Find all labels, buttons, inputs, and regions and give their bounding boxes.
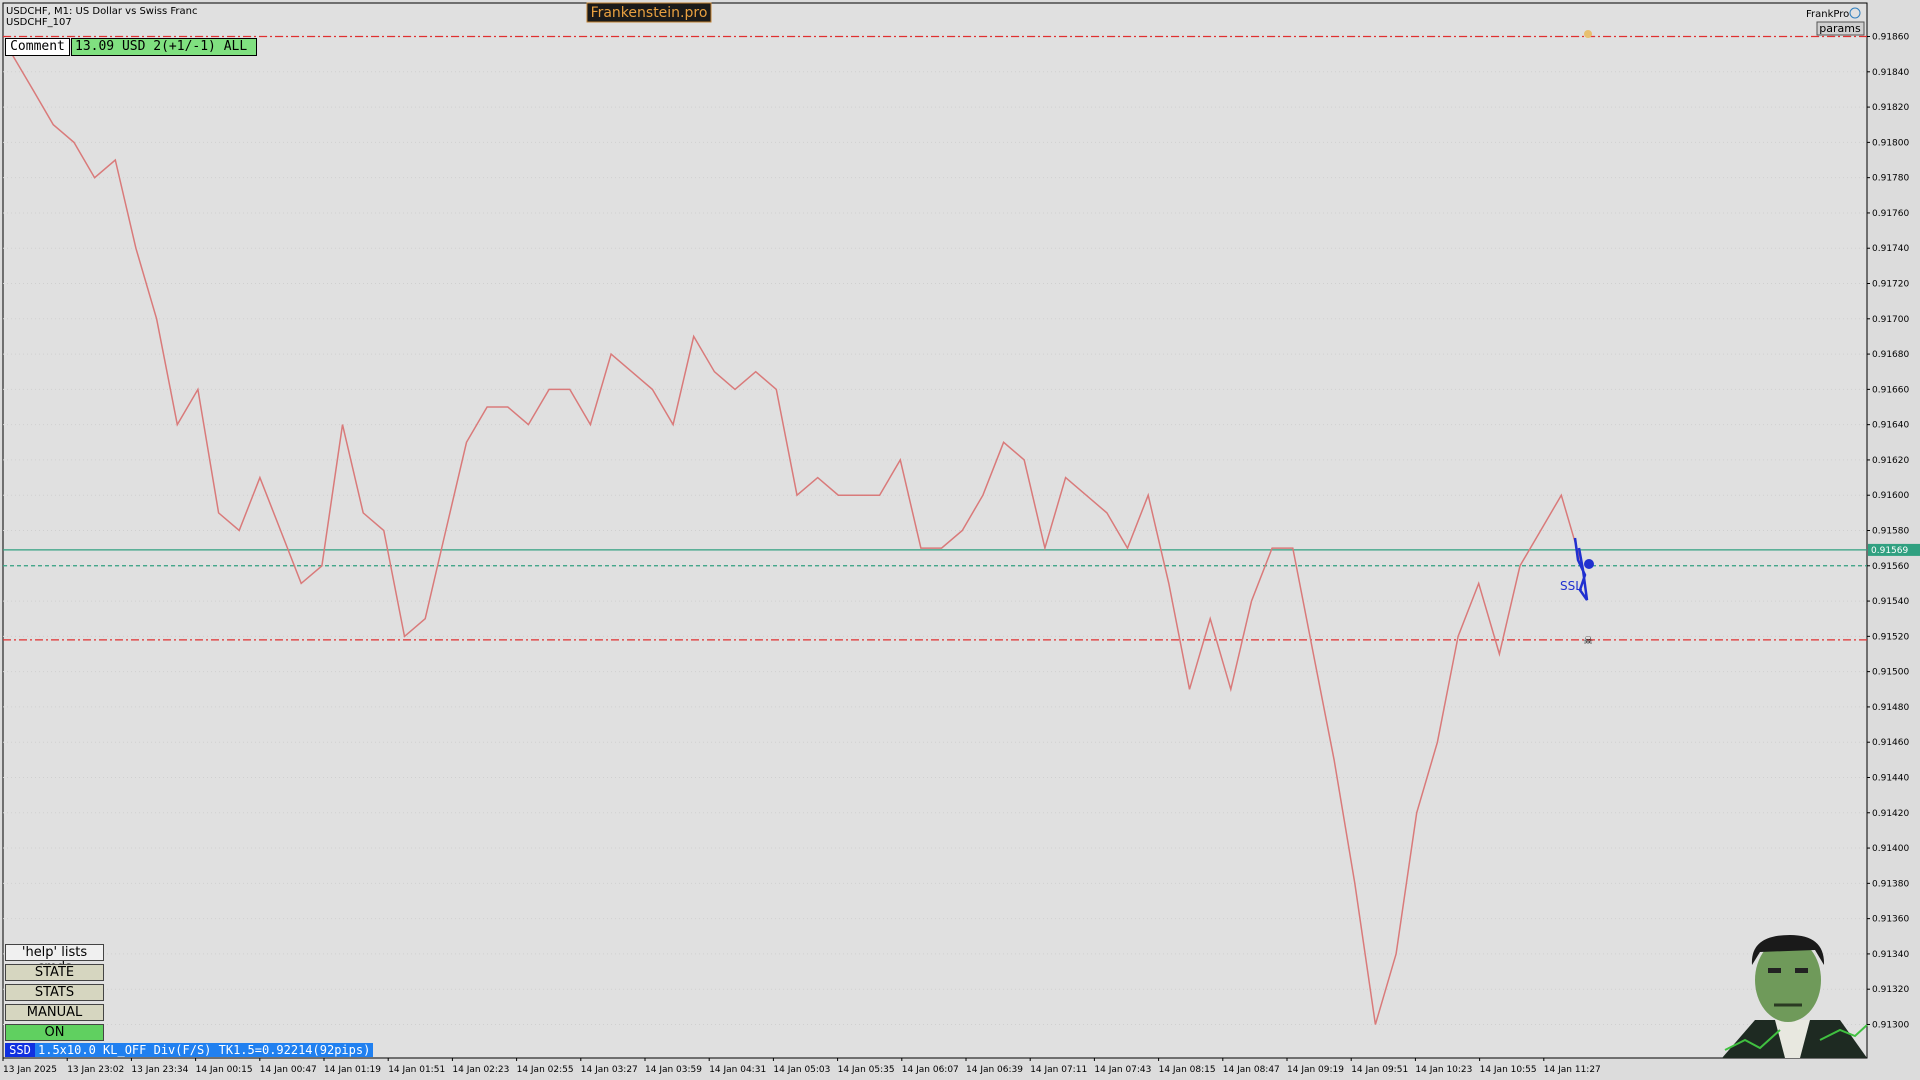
y-tick-label: 0.91660 [1872,385,1909,395]
level-dot [1584,30,1592,38]
symbol-title: USDCHF, M1: US Dollar vs Swiss Franc [6,6,197,17]
x-tick-label: 14 Jan 08:15 [1159,1065,1216,1075]
expert-icon [1849,7,1861,19]
y-tick-label: 0.91600 [1872,491,1909,501]
x-tick-label: 13 Jan 23:02 [67,1065,124,1075]
x-tick-label: 14 Jan 10:23 [1415,1065,1472,1075]
y-tick-label: 0.91340 [1872,950,1909,960]
y-tick-label: 0.91620 [1872,456,1909,466]
x-tick-label: 14 Jan 05:35 [838,1065,895,1075]
x-tick-label: 14 Jan 02:55 [517,1065,574,1075]
x-tick-label: 14 Jan 02:23 [452,1065,509,1075]
expert-name: FrankPro [1806,9,1849,20]
x-tick-label: 14 Jan 01:51 [388,1065,445,1075]
x-tick-label: 14 Jan 00:15 [196,1065,253,1075]
y-tick-label: 0.91460 [1872,738,1909,748]
y-tick-label: 0.91400 [1872,844,1909,854]
comment-text: 13.09 USD 2(+1/-1) ALL [71,38,257,56]
state-button[interactable]: STATE [5,964,104,981]
stats-button[interactable]: STATS [5,984,104,1001]
y-tick-label: 0.91440 [1872,773,1909,783]
help-hint: 'help' lists cmds [5,944,104,975]
y-tick-label: 0.91420 [1872,809,1909,819]
x-tick-label: 14 Jan 03:59 [645,1065,702,1075]
y-tick-label: 0.91680 [1872,350,1909,360]
params-box[interactable] [1816,21,1865,36]
y-tick-label: 0.91580 [1872,527,1909,537]
x-tick-label: 14 Jan 07:43 [1094,1065,1151,1075]
x-tick-label: 14 Jan 06:07 [902,1065,959,1075]
x-tick-label: 14 Jan 05:03 [773,1065,830,1075]
y-tick-label: 0.91320 [1872,985,1909,995]
price-line [11,53,1583,1025]
status-tag: SSD [5,1043,35,1057]
y-tick-label: 0.91540 [1872,597,1909,607]
y-tick-label: 0.91720 [1872,280,1909,290]
x-tick-label: 14 Jan 06:39 [966,1065,1023,1075]
price-tag [1868,543,1920,556]
x-tick-label: 14 Jan 09:19 [1287,1065,1344,1075]
price-tag-label: 0.91569 [1871,546,1908,556]
signal-marker [1584,559,1594,569]
comment-label: Comment [5,38,70,56]
signal-label: SSL [1560,579,1582,593]
y-tick-label: 0.91760 [1872,209,1909,219]
x-tick-label: 14 Jan 08:47 [1223,1065,1280,1075]
x-tick-label: 14 Jan 04:31 [709,1065,766,1075]
on-button[interactable]: ON [5,1024,104,1041]
y-tick-label: 0.91700 [1872,315,1909,325]
brand: Frankenstein.pro [591,5,708,21]
y-tick-label: 0.91640 [1872,421,1909,431]
symbol-subtitle: USDCHF_107 [6,17,72,28]
x-tick-label: 13 Jan 23:34 [131,1065,188,1075]
y-tick-label: 0.91360 [1872,915,1909,925]
signal-arrow [1573,537,1589,601]
x-tick-label: 14 Jan 00:47 [260,1065,317,1075]
x-tick-label: 14 Jan 09:51 [1351,1065,1408,1075]
y-tick-label: 0.91840 [1872,68,1909,78]
x-tick-label: 13 Jan 2025 [3,1065,57,1075]
y-tick-label: 0.91780 [1872,174,1909,184]
y-tick-label: 0.91560 [1872,562,1909,572]
status-text: 1.5x10.0 KL_OFF Div(F/S) TK1.5=0.92214(9… [35,1043,374,1057]
y-tick-label: 0.91500 [1872,668,1909,678]
y-tick-label: 0.91300 [1872,1020,1909,1030]
y-tick-label: 0.91820 [1872,103,1909,113]
manual-button[interactable]: MANUAL [5,1004,104,1021]
y-tick-label: 0.91800 [1872,138,1909,148]
y-tick-label: 0.91480 [1872,703,1909,713]
y-tick-label: 0.91520 [1872,632,1909,642]
brand-box [586,2,712,23]
y-tick-label: 0.91380 [1872,879,1909,889]
x-tick-label: 14 Jan 10:55 [1480,1065,1537,1075]
avatar [1722,935,1868,1058]
x-tick-label: 14 Jan 07:11 [1030,1065,1087,1075]
y-tick-label: 0.91740 [1872,244,1909,254]
x-tick-label: 14 Jan 11:27 [1544,1065,1601,1075]
x-tick-label: 14 Jan 01:19 [324,1065,381,1075]
x-tick-label: 14 Jan 03:27 [581,1065,638,1075]
y-tick-label: 0.91860 [1872,33,1909,43]
stop-icon: ☠ [1583,634,1593,647]
params[interactable]: params [1819,22,1861,35]
